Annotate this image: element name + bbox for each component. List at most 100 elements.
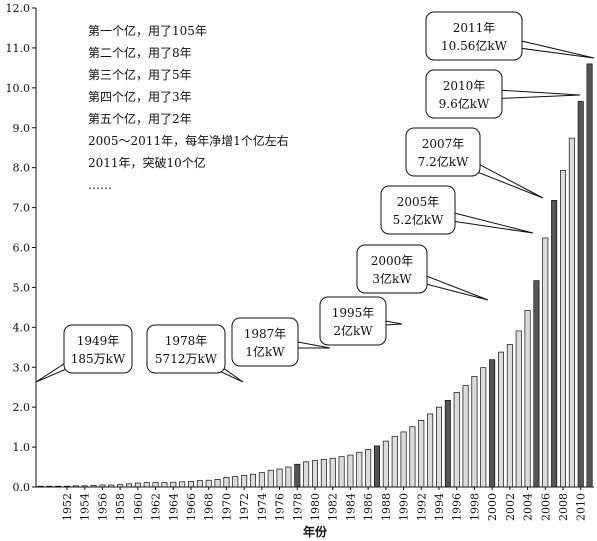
- x-tick-label: 1954: [79, 493, 92, 521]
- y-tick-label: 5.0: [13, 281, 31, 294]
- x-tick-label: 1986: [362, 493, 375, 521]
- bar: [444, 400, 451, 488]
- x-tick-label: 1964: [167, 493, 180, 521]
- bar: [223, 477, 230, 488]
- bar: [577, 101, 584, 488]
- callout-fill: [65, 326, 131, 372]
- bar: [187, 481, 195, 488]
- x-axis: 1952 1954 1956 1958 1960 1962 1964 1966 1968 1970…: [36, 486, 594, 521]
- callout: 2011年 10.56亿kW: [425, 11, 595, 61]
- y-tick-label: 2.0: [13, 401, 31, 414]
- bars: [37, 63, 593, 488]
- x-tick-label: 1990: [398, 493, 411, 521]
- x-tick-label: 2010: [575, 493, 588, 521]
- bar: [338, 456, 345, 488]
- callout-value: 9.6亿kW: [439, 96, 490, 111]
- x-tick-label: 1970: [220, 493, 233, 521]
- bar: [161, 482, 168, 488]
- x-tick-label: 1962: [150, 493, 163, 521]
- note-line: 2005～2011年，每年净增1个亿左右: [88, 133, 289, 148]
- callout-fill: [427, 71, 501, 117]
- bar: [303, 461, 310, 488]
- note-line: 第三个亿，用了5年: [88, 67, 192, 82]
- bar: [249, 473, 257, 488]
- callout-fill: [233, 319, 297, 365]
- bar: [515, 330, 522, 488]
- x-tick-label: 1956: [96, 493, 109, 521]
- callout-value: 5.2亿kW: [393, 212, 444, 227]
- x-tick-label: 1968: [203, 493, 216, 521]
- y-tick-label: 12.0: [6, 2, 31, 15]
- bar: [542, 237, 549, 488]
- x-tick-label: 1998: [468, 493, 481, 521]
- bar: [285, 466, 292, 488]
- bar: [329, 457, 336, 488]
- callout-fill: [427, 13, 521, 59]
- callout-year: 1978年: [165, 334, 208, 348]
- bar: [365, 449, 372, 488]
- note-line: 第五个亿，用了2年: [88, 111, 192, 126]
- callout-value: 1亿kW: [245, 344, 285, 359]
- bar: [462, 385, 469, 488]
- callout-value: 2亿kW: [333, 323, 373, 338]
- bar: [152, 482, 159, 488]
- x-tick-label: 1996: [451, 493, 464, 521]
- callout: 1987年 1亿kW: [231, 317, 331, 367]
- x-tick-label: 1980: [309, 493, 322, 521]
- bar: [559, 170, 567, 488]
- x-tick-label: 1992: [415, 493, 428, 521]
- bar: [533, 280, 540, 488]
- callout: 1949年 185万kW: [35, 324, 133, 383]
- x-tick-label: 1974: [256, 493, 269, 521]
- bar: [524, 310, 531, 488]
- bar: [489, 359, 496, 488]
- x-tick-label: 1958: [114, 493, 127, 521]
- bar: [471, 376, 478, 488]
- callout-year: 2005年: [397, 195, 440, 209]
- callout-fill: [321, 298, 385, 344]
- callout: 2000年 3亿kW: [356, 244, 489, 301]
- x-tick-label: 2004: [522, 493, 535, 521]
- bar: [143, 482, 150, 488]
- x-tick-label: 1994: [433, 493, 446, 521]
- bar: [320, 459, 327, 488]
- callout-year: 2011年: [453, 21, 496, 35]
- bar: [373, 445, 381, 488]
- bar: [453, 392, 460, 488]
- callout-fill: [382, 187, 454, 233]
- callout: 1995年 2亿kW: [319, 296, 403, 346]
- bar: [179, 481, 186, 488]
- bar: [347, 454, 354, 488]
- note-line: 第一个亿，用了105年: [88, 23, 207, 38]
- y-tick-label: 10.0: [6, 82, 31, 95]
- x-tick-label: 1966: [185, 493, 198, 521]
- note-line: 第二个亿，用了8年: [88, 45, 192, 60]
- bar: [418, 419, 425, 488]
- x-tick-label: 1978: [291, 493, 304, 521]
- bar: [196, 480, 203, 488]
- bar: [400, 431, 407, 488]
- bar: [480, 367, 487, 488]
- x-tick-label: 2002: [504, 493, 517, 521]
- bar: [435, 406, 443, 488]
- notes-block: 第一个亿，用了105年第二个亿，用了8年第三个亿，用了5年第四个亿，用了3年第五…: [88, 23, 289, 192]
- callout: 2005年 5.2亿kW: [380, 185, 534, 235]
- bar: [205, 479, 212, 488]
- bar: [276, 468, 283, 488]
- callout-year: 2000年: [371, 254, 414, 268]
- bar: [356, 451, 363, 488]
- bar: [258, 472, 265, 488]
- x-tick-label: 1984: [344, 493, 357, 521]
- x-tick-label: 2006: [539, 493, 552, 521]
- callout-year: 1949年: [77, 334, 120, 348]
- x-tick-label: 1988: [380, 493, 393, 521]
- callout-value: 185万kW: [71, 352, 126, 366]
- callout-value: 5712万kW: [155, 352, 218, 366]
- bar: [267, 469, 274, 488]
- callout-value: 7.2亿kW: [418, 154, 469, 169]
- bar: [506, 344, 513, 488]
- y-tick-label: 1.0: [13, 441, 31, 454]
- note-line: ……: [88, 178, 112, 192]
- x-tick-label: 2000: [486, 493, 499, 521]
